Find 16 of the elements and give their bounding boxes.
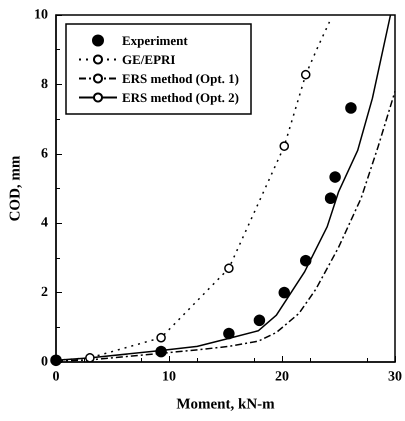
y-axis-title: COD, mm xyxy=(8,155,24,222)
y-tick-label: 8 xyxy=(41,76,48,92)
x-tick-label: 0 xyxy=(52,370,60,384)
y-tick-label: 2 xyxy=(41,285,48,300)
y-tick-label: 0 xyxy=(41,354,48,370)
x-tick-label: 20 xyxy=(275,370,289,384)
legend-label: Experiment xyxy=(122,33,188,48)
x-axis-title: Moment, kN-m xyxy=(176,396,276,412)
legend-label: ERS method (Opt. 2) xyxy=(122,90,240,105)
y-tick-label: 10 xyxy=(34,8,48,22)
y-tick-label: 6 xyxy=(41,146,48,162)
x-tick-label: 10 xyxy=(162,370,176,384)
legend-label: GE/EPRI xyxy=(122,52,176,67)
legend-label: ERS method (Opt. 1) xyxy=(122,71,240,86)
y-tick-label: 4 xyxy=(41,216,48,231)
x-tick-label: 30 xyxy=(388,370,402,384)
